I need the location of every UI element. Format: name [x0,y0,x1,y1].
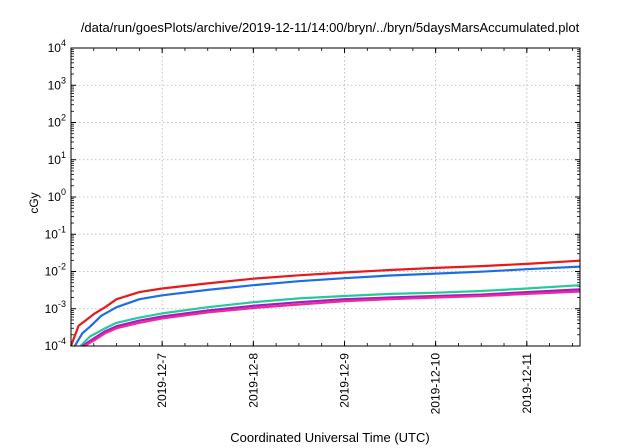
y-tick-label: 10-3 [45,299,66,316]
y-tick-label: 10-1 [45,224,66,241]
x-tick-label: 2019-12-9 [337,353,351,408]
y-tick-label: 101 [48,150,66,167]
x-tick-label: 2019-12-10 [429,353,443,415]
series-line-2 [73,265,581,347]
chart-title: /data/run/goesPlots/archive/2019-12-11/1… [80,20,580,35]
y-tick-label: 10-4 [45,336,66,353]
x-axis-label: Coordinated Universal Time (UTC) [230,430,430,445]
series-line-1 [69,259,581,347]
plot-frame [70,47,581,347]
series-line-3 [79,284,581,347]
series-line-5 [83,290,581,347]
y-tick-label: 103 [48,75,66,92]
y-tick-label: 100 [48,187,66,204]
x-tick-label: 2019-12-7 [155,353,169,408]
y-tick-label: 104 [48,38,66,55]
series-line-4 [81,288,581,347]
y-tick-label: 102 [48,113,66,130]
x-tick-label: 2019-12-8 [246,353,260,408]
y-tick-label: 10-2 [45,262,66,279]
x-tick-label: 2019-12-11 [520,353,534,414]
